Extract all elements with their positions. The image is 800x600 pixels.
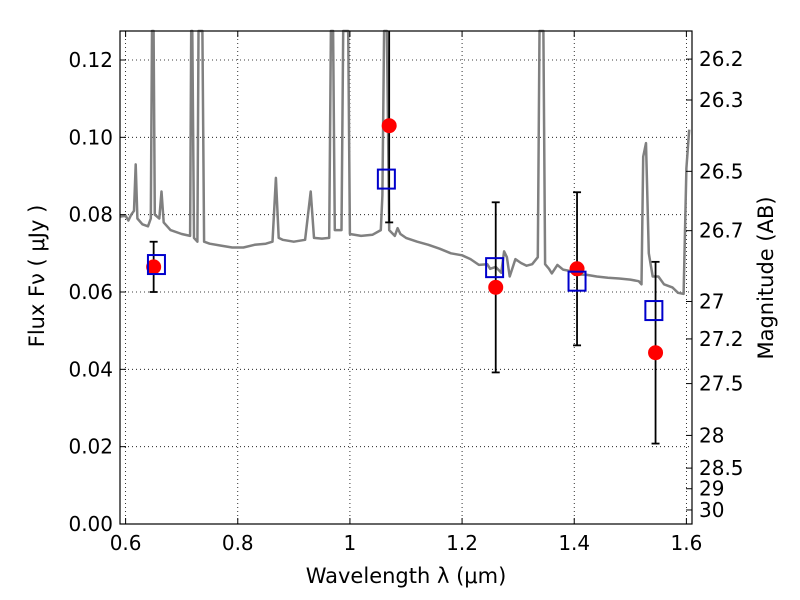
right-axis-label: Magnitude (AB) [754,196,778,359]
y-tick-label: 0.04 [68,357,113,381]
model-band-point [146,254,166,276]
observed-points-layer [146,118,664,361]
plot-frame [119,30,693,525]
x-tick-label: 0.8 [222,531,254,555]
right-tick-label: 27.5 [699,372,744,396]
y-axis-label: Flux Fν ( μJy ) [25,205,49,348]
right-tick-label: 28.5 [699,456,744,480]
x-axis-label: Wavelength λ (μm) [306,564,507,588]
model-band-point [376,168,396,190]
model-spectrum-layer [119,29,691,296]
x-tick-label: 1.2 [446,531,478,555]
x-tick-label: 1.4 [558,531,590,555]
right-tick-label: 27 [699,289,724,313]
model-band-points-layer [146,168,664,322]
observed-point [488,279,504,295]
x-tick-label: 1 [344,531,357,555]
right-tick-label: 26.5 [699,159,744,183]
y-tick-label: 0.06 [68,280,113,304]
x-tick-label: 1.6 [670,531,702,555]
x-axis-ticks: 0.6 0.8 1 1.2 1.4 1.6 [110,31,702,555]
y-tick-label: 0.00 [68,512,113,536]
y-tick-label: 0.10 [68,125,113,149]
observed-point [648,345,664,361]
right-tick-label: 26.2 [699,47,744,71]
observed-point [146,259,162,275]
x-tick-label: 0.6 [110,531,142,555]
observed-point [381,118,397,134]
model-spectrum-line [119,29,691,296]
right-tick-label: 30 [699,498,724,522]
model-band-point [485,257,505,279]
observed-point [569,261,585,277]
right-tick-label: 27.2 [699,327,744,351]
right-tick-label: 28 [699,423,724,447]
y-axis-ticks: 0.00 0.02 0.04 0.06 0.08 0.10 0.12 [68,48,126,536]
y-tick-label: 0.12 [68,48,113,72]
right-tick-label: 26.7 [699,219,744,243]
model-band-point [567,270,587,292]
right-tick-label: 26.3 [699,88,744,112]
y-tick-label: 0.02 [68,435,113,459]
y-tick-label: 0.08 [68,203,113,227]
model-band-point [644,300,664,322]
right-tick-label: 29 [699,477,724,501]
